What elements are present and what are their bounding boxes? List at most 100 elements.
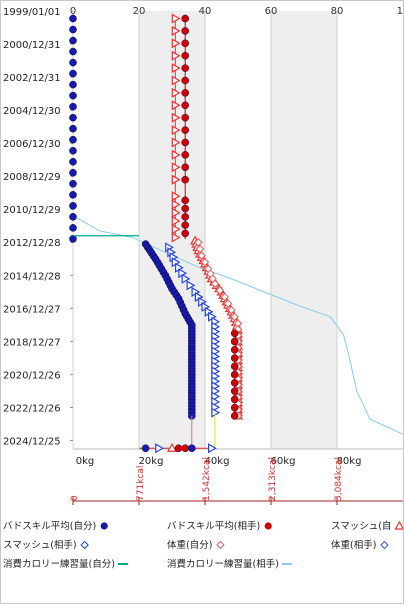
y-date-label: 1999/01/01 [3, 7, 61, 18]
smash-opp-point [181, 273, 191, 284]
top-tick-label: 60 [265, 6, 278, 17]
skill-opp-point [181, 221, 189, 229]
y-date-label: 2018/12/27 [3, 337, 61, 348]
skill-self-point [69, 180, 77, 188]
y-date-label: 2004/12/30 [3, 106, 61, 117]
top-tick-label: 40 [199, 6, 212, 17]
skill-self-point [69, 213, 77, 221]
top-tick-label: 10 [397, 6, 403, 17]
smash-self-point [171, 63, 181, 74]
skill-opp-point [181, 126, 189, 134]
y-date-label: 2012/12/28 [3, 238, 61, 249]
skill-opp-point [181, 14, 189, 23]
y-date-label: 2020/12/26 [3, 370, 61, 381]
weight-self-point [195, 244, 205, 254]
bottom-axis-label: 80kg [337, 456, 362, 467]
bottom-row-skill-self [187, 444, 196, 453]
legend-label: スマッシュ(自 [331, 520, 391, 532]
skill-opp-point [181, 204, 189, 213]
smash-self-point [171, 232, 181, 243]
skill-self-point [69, 36, 77, 45]
weight-self-point [200, 258, 210, 267]
shaded-band-1 [271, 11, 337, 449]
y-date-label: 2008/12/29 [3, 172, 61, 183]
skill-opp-point [181, 101, 189, 110]
skill-opp-late-point [230, 379, 239, 387]
legend-label: 消費カロリー練習量(相手) [167, 558, 279, 570]
weight-self-point [197, 251, 206, 260]
skill-opp-point [181, 175, 189, 184]
skill-opp-late-point [230, 346, 239, 354]
skill-self-point [69, 168, 77, 177]
skill-opp-point [181, 213, 189, 221]
skill-opp-point [181, 27, 189, 35]
skill-self-point [69, 224, 77, 232]
legend-label: バドスキル平均(相手) [167, 520, 260, 532]
skill-opp-late-point [230, 412, 239, 420]
skill-self-point [69, 113, 77, 122]
skill-opp-point [181, 113, 189, 122]
smash-self-point [171, 207, 181, 218]
skill-self-point [69, 25, 77, 34]
weight-self-point [220, 292, 230, 302]
bottom-axis-labels: 0kg 20kg 40kg 60kg 80kg [76, 456, 362, 467]
bottom-axis-label: 20kg [139, 456, 164, 467]
kcal-tick-label: 0 [70, 495, 80, 501]
skill-self-point [69, 14, 77, 23]
kcal-opp-line [76, 217, 404, 435]
skill-self-point [69, 58, 77, 67]
legend-marker [264, 522, 272, 530]
weight-self-point [194, 238, 203, 247]
smash-self-point [171, 38, 181, 49]
skill-opp-point [181, 76, 189, 85]
weight-self-point [223, 299, 233, 308]
skill-opp-late-point [230, 387, 239, 395]
bottom-row-smash-self [166, 443, 178, 452]
skill-opp-late-point [230, 403, 239, 412]
y-date-label: 2000/12/31 [3, 40, 61, 51]
smash-self-point [171, 137, 181, 148]
skill-self-point [69, 80, 77, 89]
skill-opp-point [181, 51, 189, 60]
legend-marker [394, 520, 404, 530]
skill-opp-point [181, 151, 189, 159]
bottom-row-smash-opp [208, 443, 217, 454]
y-date-label: 2024/12/25 [3, 436, 61, 447]
skill-opp-point [181, 138, 189, 147]
top-axis-ticks: 02040608010 [70, 6, 404, 17]
smash-self-point [171, 112, 181, 123]
skill-opp-point [181, 196, 189, 205]
smash-self-point [171, 25, 181, 36]
skill-self-point [69, 124, 77, 133]
skill-self-point [69, 69, 77, 78]
skill-opp-late-point [230, 337, 239, 346]
bottom-axis-label: 0kg [76, 456, 95, 467]
smash-self-point [171, 100, 181, 111]
smash-self-point [171, 215, 181, 227]
legend-label: 体重(相手) [331, 539, 376, 551]
weight-self-point [230, 312, 239, 321]
skill-opp-late-point [230, 362, 239, 371]
legend-marker [80, 540, 89, 550]
skill-self-point [69, 157, 77, 166]
bottom-row-skill-self [141, 444, 150, 453]
top-tick-label: 20 [133, 6, 146, 17]
series-layer [69, 13, 404, 454]
skill-opp-point [181, 229, 189, 238]
smash-self-point [171, 191, 181, 202]
legend-label: 消費カロリー練習量(自分) [3, 558, 115, 570]
bottom-row-skill-opp [181, 444, 189, 453]
legend-marker [216, 540, 225, 550]
smash-self-point [171, 50, 181, 61]
y-date-label: 2010/12/29 [3, 205, 61, 216]
legend-label: 体重(自分) [167, 539, 212, 551]
y-date-label: 2014/12/28 [3, 271, 61, 282]
smash-opp-point [186, 280, 196, 291]
y-axis-date-labels: 1999/01/01 2000/12/31 2002/12/31 2004/12/30… [3, 7, 73, 447]
smash-self-point [171, 199, 181, 210]
bottom-axis-label: 40kg [205, 456, 230, 467]
y-date-label: 2002/12/31 [3, 73, 61, 84]
smash-self-point [171, 174, 181, 185]
legend-marker [100, 522, 108, 530]
